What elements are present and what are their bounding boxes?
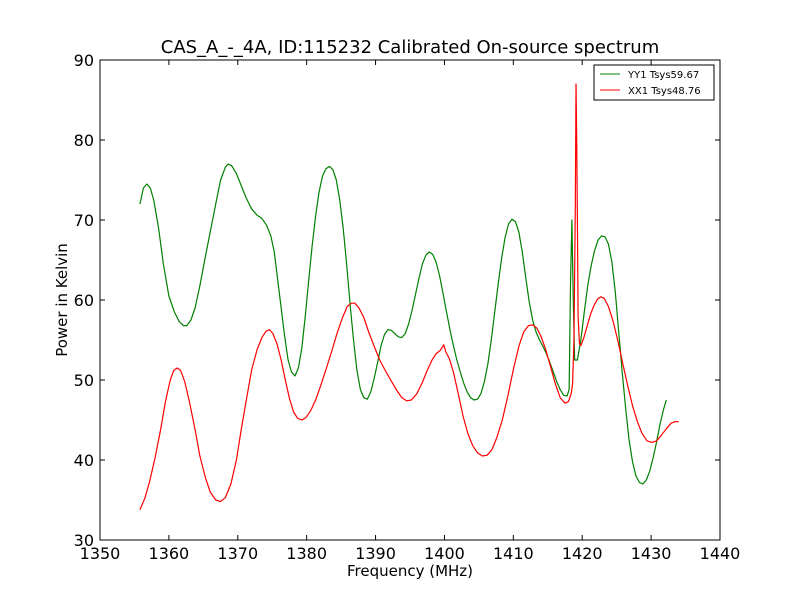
series-line-1 (139, 83, 679, 510)
legend-label-xx1: XX1 Tsys48.76 (628, 86, 701, 97)
series-layer (139, 83, 679, 510)
y-axis-label: Power in Kelvin (53, 243, 71, 357)
x-tick-label: 1440 (700, 544, 741, 563)
x-axis-label: Frequency (MHz) (347, 562, 473, 580)
x-tick-label: 1400 (424, 544, 465, 563)
plot-area (100, 60, 720, 540)
x-tick-label: 1350 (80, 544, 121, 563)
x-tick-label: 1370 (217, 544, 258, 563)
x-tick-label: 1420 (562, 544, 603, 563)
x-tick-label: 1390 (355, 544, 396, 563)
y-tick-label: 60 (74, 291, 94, 310)
legend-label-yy1: YY1 Tsys59.67 (627, 70, 699, 81)
x-tick-label: 1380 (286, 544, 327, 563)
x-tick-label: 1410 (493, 544, 534, 563)
y-tick-label: 90 (74, 51, 94, 70)
legend-box (593, 64, 715, 101)
x-tick-label: 1360 (149, 544, 190, 563)
x-axis: 1350 1360 1370 1380 1390 1400 1410 1420 1430 1440 (80, 60, 741, 563)
series-line-0 (139, 163, 667, 485)
y-tick-label: 40 (74, 451, 94, 470)
y-tick-label: 80 (74, 131, 94, 150)
chart-title: CAS_A_-_4A, ID:115232 Calibrated On-sour… (161, 37, 659, 58)
x-tick-label: 1430 (631, 544, 672, 563)
legend: YY1 Tsys59.67 XX1 Tsys48.76 (593, 64, 715, 101)
y-tick-label: 30 (74, 531, 94, 550)
y-tick-label: 70 (74, 211, 94, 230)
y-axis: 30 40 50 60 70 80 90 (74, 51, 720, 550)
y-tick-label: 50 (74, 371, 94, 390)
